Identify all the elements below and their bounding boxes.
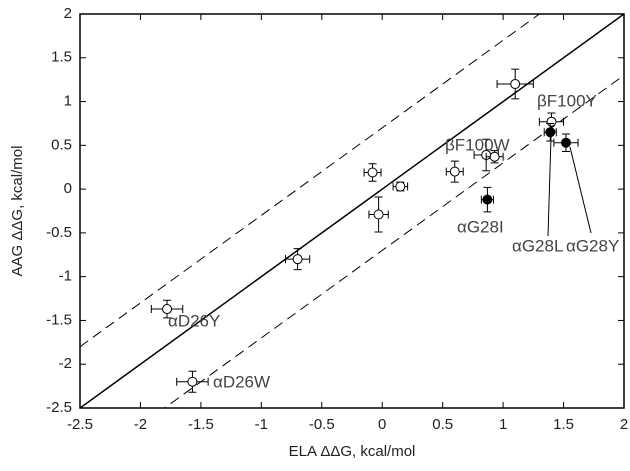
data-point: [449, 166, 460, 177]
y-tick-label: 2: [64, 5, 72, 22]
y-tick-label: 0.5: [51, 136, 72, 153]
annotation: αD26W: [213, 372, 270, 391]
x-tick-label: -0.5: [309, 416, 335, 433]
x-tick-label: -1.5: [188, 416, 214, 433]
annotation: αG28I: [457, 217, 504, 236]
y-tick-label: 0: [64, 180, 72, 197]
data-point: [546, 116, 557, 127]
data-point: [292, 254, 303, 265]
y-axis-label: AAG ΔΔG, kcal/mol: [9, 146, 26, 277]
annotation: αG28L: [512, 236, 563, 255]
annotation: βF100W: [445, 135, 510, 154]
y-tick-label: -1.5: [46, 311, 72, 328]
x-tick-label: 1.5: [553, 416, 574, 433]
y-tick-label: -2.5: [46, 399, 72, 416]
data-point: [162, 304, 173, 315]
y-tick-label: -2: [59, 355, 72, 372]
reference-line: [163, 74, 624, 408]
x-tick-label: -1: [255, 416, 268, 433]
leader-line: [547, 136, 552, 237]
plot-frame: [79, 13, 625, 409]
data-point: [482, 194, 493, 205]
x-axis-label: ELA ΔΔG, kcal/mol: [289, 443, 416, 460]
annotation: αG28Y: [566, 236, 619, 255]
data-point: [489, 151, 500, 162]
data-point: [187, 376, 198, 387]
x-tick-label: -2: [134, 416, 147, 433]
x-tick-label: -2.5: [67, 416, 93, 433]
leader-line: [569, 146, 592, 234]
reference-line: [80, 14, 624, 408]
annotation: βF100Y: [537, 91, 597, 110]
data-point: [545, 127, 556, 138]
y-tick-label: 1: [64, 93, 72, 110]
x-tick-label: 0: [378, 416, 386, 433]
y-tick-label: -0.5: [46, 224, 72, 241]
data-point: [560, 137, 571, 148]
data-point: [373, 209, 384, 220]
reference-line: [80, 14, 541, 348]
x-tick-label: 0.5: [432, 416, 453, 433]
data-point: [395, 181, 406, 192]
y-tick-label: -1: [59, 268, 72, 285]
annotation: αD26Y: [168, 311, 220, 330]
x-tick-label: 1: [499, 416, 507, 433]
y-tick-label: 1.5: [51, 49, 72, 66]
data-point: [367, 167, 378, 178]
x-tick-label: 2: [620, 416, 628, 433]
data-point: [510, 79, 521, 90]
